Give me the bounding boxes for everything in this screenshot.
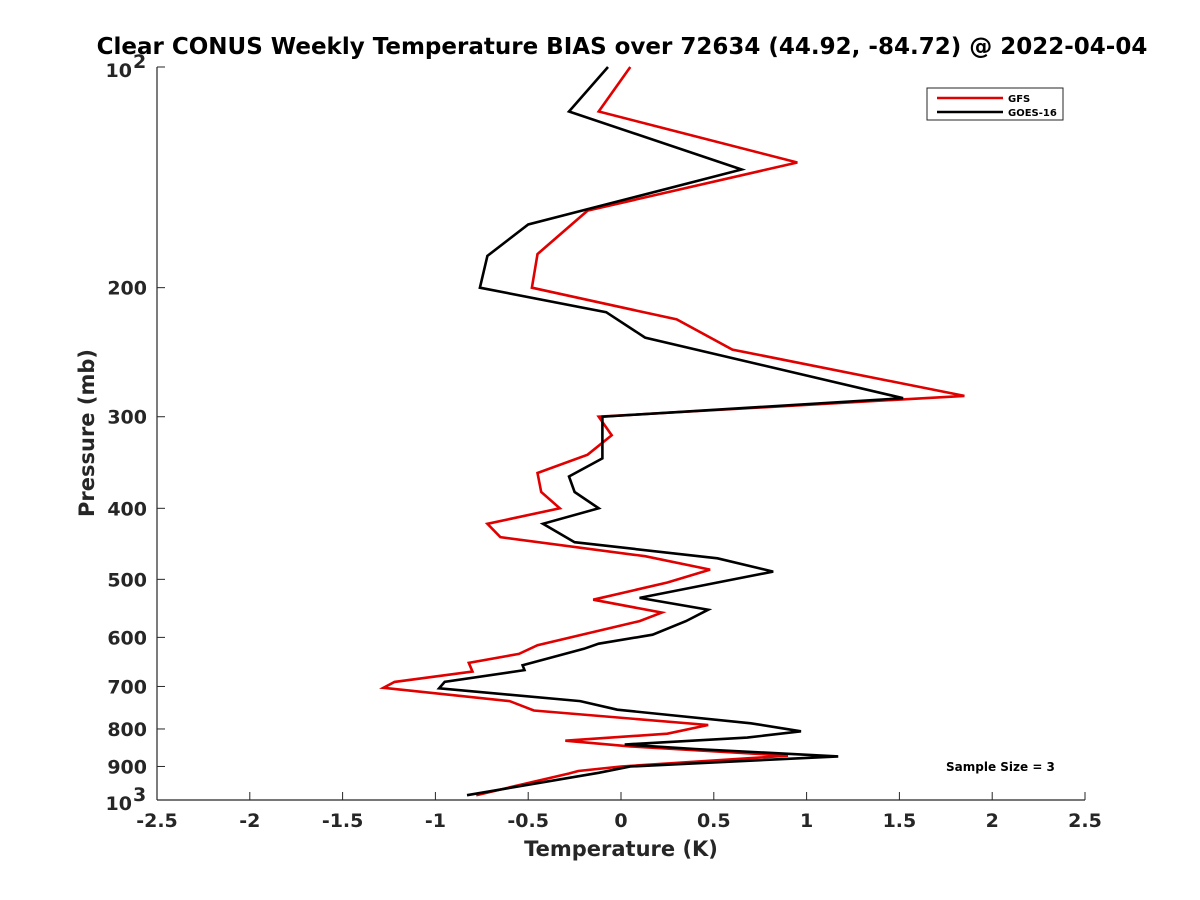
chart-title: Clear CONUS Weekly Temperature BIAS over… bbox=[97, 34, 1148, 60]
y-tick-label: 900 bbox=[107, 756, 147, 778]
y-tick-label-exponent: 3 bbox=[133, 784, 146, 806]
y-tick-label-base: 10 bbox=[106, 793, 132, 815]
x-tick-label: -1.5 bbox=[322, 810, 364, 832]
x-tick-label: 1.5 bbox=[883, 810, 917, 832]
y-axis-label: Pressure (mb) bbox=[75, 349, 99, 517]
legend-box bbox=[926, 87, 1064, 121]
x-tick-label: 2.5 bbox=[1068, 810, 1102, 832]
x-tick-label: -2.5 bbox=[136, 810, 178, 832]
x-tick-label: 0 bbox=[614, 810, 627, 832]
y-tick-label-power: 10 2 bbox=[106, 51, 147, 82]
y-tick-label: 400 bbox=[107, 498, 147, 520]
y-tick-label: 600 bbox=[107, 627, 147, 649]
y-tick-label-power: 10 3 bbox=[106, 784, 147, 815]
x-tick-label: 2 bbox=[986, 810, 999, 832]
y-tick-label: 300 bbox=[107, 407, 147, 429]
x-tick-label: -1 bbox=[425, 810, 446, 832]
legend-label: GOES-16 bbox=[1008, 108, 1057, 119]
y-tick-label-base: 10 bbox=[106, 60, 132, 82]
x-tick-label: 0.5 bbox=[697, 810, 731, 832]
legend: GFS GOES-16 bbox=[926, 87, 1064, 121]
series-line-gfs bbox=[379, 66, 965, 797]
y-tick-label: 800 bbox=[107, 719, 147, 741]
y-tick-label-exponent: 2 bbox=[133, 51, 146, 73]
legend-label: GFS bbox=[1008, 94, 1030, 105]
y-tick-label: 700 bbox=[107, 676, 147, 698]
x-tick-label: -0.5 bbox=[507, 810, 549, 832]
y-tick-label: 200 bbox=[107, 278, 147, 300]
x-tick-label: -2 bbox=[239, 810, 260, 832]
x-axis-label: Temperature (K) bbox=[524, 837, 718, 861]
sample-size-annotation: Sample Size = 3 bbox=[946, 760, 1055, 774]
y-tick-label: 500 bbox=[107, 569, 147, 591]
plot-area: -2.5 -2 -1.5 -1 -0.5 0 0.5 1 1.5 2 2.510 2200300400… bbox=[106, 51, 1102, 832]
series-line-goes-16 bbox=[436, 66, 904, 797]
x-tick-label: 1 bbox=[800, 810, 813, 832]
